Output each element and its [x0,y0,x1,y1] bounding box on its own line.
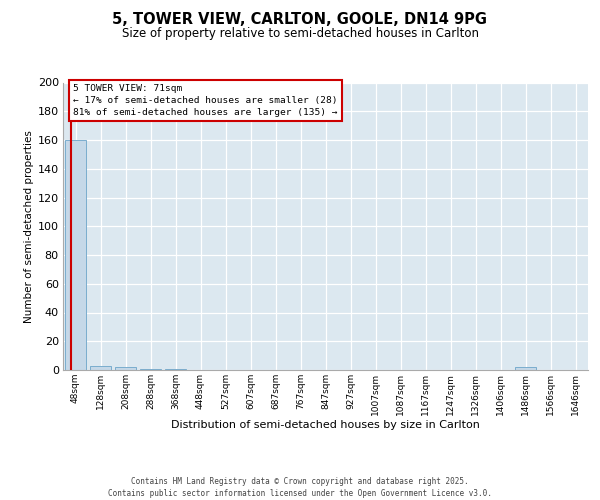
X-axis label: Distribution of semi-detached houses by size in Carlton: Distribution of semi-detached houses by … [171,420,480,430]
Bar [115,367,136,370]
Bar [65,140,86,370]
Text: 5 TOWER VIEW: 71sqm
← 17% of semi-detached houses are smaller (28)
81% of semi-d: 5 TOWER VIEW: 71sqm ← 17% of semi-detach… [73,84,338,116]
Bar [90,366,111,370]
Text: Contains HM Land Registry data © Crown copyright and database right 2025.
Contai: Contains HM Land Registry data © Crown c… [108,476,492,498]
Y-axis label: Number of semi-detached properties: Number of semi-detached properties [23,130,34,322]
Bar [165,368,186,370]
Text: 5, TOWER VIEW, CARLTON, GOOLE, DN14 9PG: 5, TOWER VIEW, CARLTON, GOOLE, DN14 9PG [113,12,487,28]
Bar [140,368,161,370]
Bar [515,367,536,370]
Text: Size of property relative to semi-detached houses in Carlton: Size of property relative to semi-detach… [121,28,479,40]
